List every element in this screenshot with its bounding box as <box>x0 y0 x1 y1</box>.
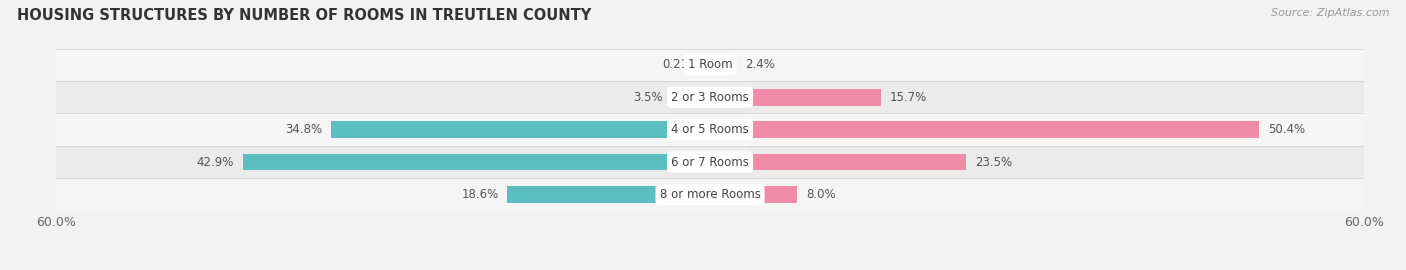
Bar <box>707 56 710 73</box>
Text: 3.5%: 3.5% <box>634 91 664 104</box>
Bar <box>710 121 1260 138</box>
Text: 4 or 5 Rooms: 4 or 5 Rooms <box>671 123 749 136</box>
Bar <box>672 89 710 106</box>
Bar <box>710 154 966 170</box>
Text: 18.6%: 18.6% <box>461 188 499 201</box>
Bar <box>710 89 882 106</box>
Text: 15.7%: 15.7% <box>890 91 927 104</box>
Text: 8.0%: 8.0% <box>806 188 835 201</box>
Text: 1 Room: 1 Room <box>688 58 733 71</box>
Bar <box>710 186 797 203</box>
Text: 0.21%: 0.21% <box>662 58 699 71</box>
Bar <box>56 146 1364 178</box>
Text: 34.8%: 34.8% <box>285 123 322 136</box>
Text: 8 or more Rooms: 8 or more Rooms <box>659 188 761 201</box>
Text: HOUSING STRUCTURES BY NUMBER OF ROOMS IN TREUTLEN COUNTY: HOUSING STRUCTURES BY NUMBER OF ROOMS IN… <box>17 8 591 23</box>
Text: Source: ZipAtlas.com: Source: ZipAtlas.com <box>1271 8 1389 18</box>
Bar <box>56 113 1364 146</box>
Bar <box>56 49 1364 81</box>
Bar <box>710 56 737 73</box>
Text: 6 or 7 Rooms: 6 or 7 Rooms <box>671 156 749 168</box>
Bar <box>243 154 710 170</box>
Text: 2.4%: 2.4% <box>745 58 775 71</box>
Bar <box>330 121 710 138</box>
Text: 42.9%: 42.9% <box>197 156 233 168</box>
Bar <box>508 186 710 203</box>
Text: 23.5%: 23.5% <box>974 156 1012 168</box>
Bar <box>56 178 1364 211</box>
Text: 2 or 3 Rooms: 2 or 3 Rooms <box>671 91 749 104</box>
Bar <box>56 81 1364 113</box>
Text: 50.4%: 50.4% <box>1268 123 1305 136</box>
